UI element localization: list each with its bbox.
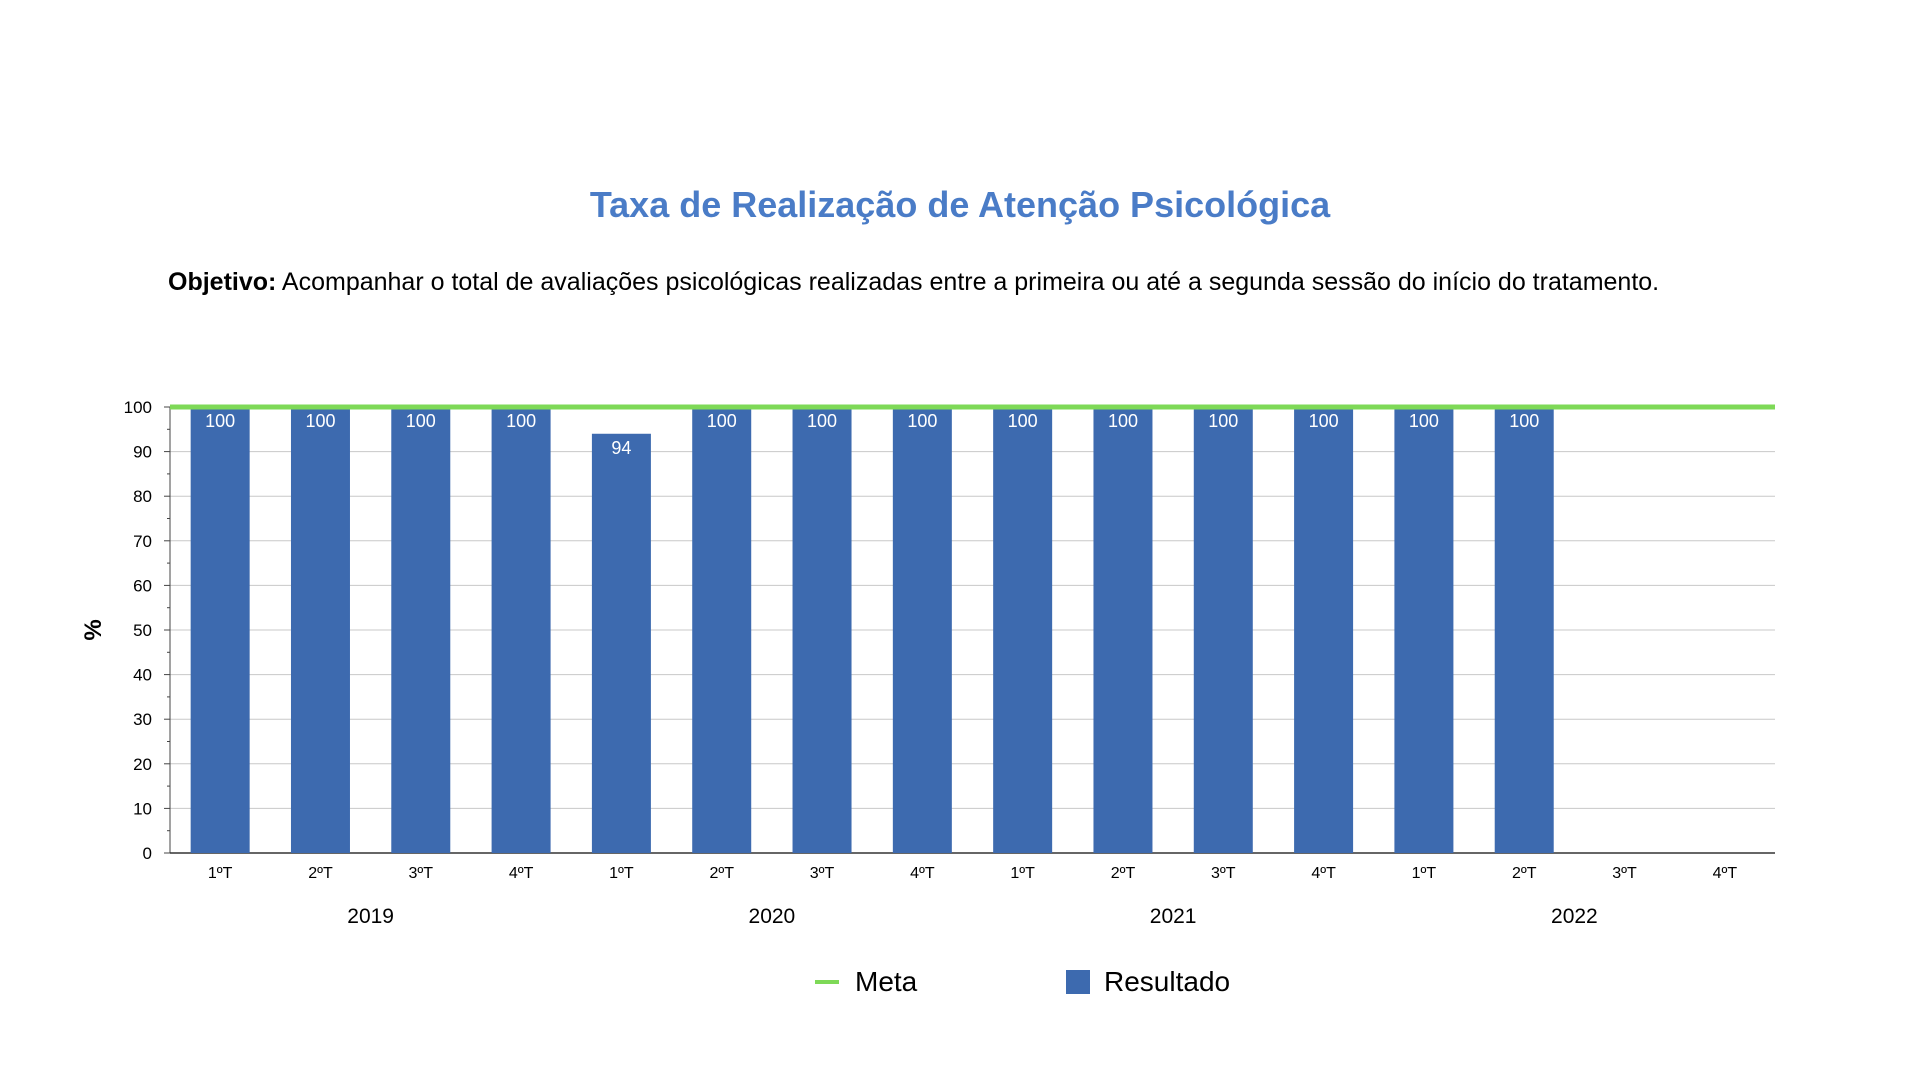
y-tick-label: 20 (133, 755, 152, 774)
legend-meta-label: Meta (855, 966, 918, 997)
x-tick-label: 4ºT (509, 865, 534, 882)
y-tick-label: 70 (133, 532, 152, 551)
y-tick-label: 100 (124, 398, 152, 417)
legend-meta-swatch (815, 980, 839, 984)
x-tick-label: 1ºT (1412, 865, 1437, 882)
bar (1193, 407, 1253, 853)
y-tick-label: 0 (143, 844, 152, 863)
y-tick-label: 60 (133, 576, 152, 595)
y-tick-label: 40 (133, 666, 152, 685)
bar-value-label: 100 (1309, 411, 1339, 431)
y-axis-label: % (80, 619, 107, 640)
year-group-label: 2022 (1551, 905, 1598, 928)
bar-value-label: 100 (1409, 411, 1439, 431)
objective-label: Objetivo: (168, 268, 277, 296)
x-tick-label: 4ºT (1713, 865, 1738, 882)
year-group-label: 2021 (1150, 905, 1197, 928)
x-tick-label: 1ºT (208, 865, 233, 882)
objective-description: Acompanhar o total de avaliações psicoló… (276, 268, 1660, 296)
bar-value-label: 100 (205, 411, 235, 431)
bar-value-label: 100 (707, 411, 737, 431)
x-tick-label: 2ºT (1111, 865, 1136, 882)
bar (1093, 407, 1153, 853)
x-tick-label: 3ºT (409, 865, 434, 882)
x-tick-label: 2ºT (709, 865, 734, 882)
x-tick-label: 3ºT (810, 865, 835, 882)
x-tick-label: 2ºT (308, 865, 333, 882)
bar-value-label: 100 (807, 411, 837, 431)
x-tick-label: 4ºT (1311, 865, 1336, 882)
chart-title: Taxa de Realização de Atenção Psicológic… (589, 184, 1331, 225)
bar-value-label: 100 (1509, 411, 1539, 431)
bar (290, 407, 350, 853)
bar (692, 407, 752, 853)
legend: Meta Resultado (0, 966, 1920, 1006)
bar-value-label: 100 (907, 411, 937, 431)
bar-value-label: 100 (506, 411, 536, 431)
legend-resultado-label: Resultado (1104, 966, 1231, 997)
y-tick-label: 10 (133, 799, 152, 818)
y-tick-label: 50 (133, 621, 152, 640)
x-tick-label: 4ºT (910, 865, 935, 882)
year-group-label: 2019 (347, 905, 394, 928)
x-tick-label: 3ºT (1612, 865, 1637, 882)
bar-value-label: 100 (406, 411, 436, 431)
bar-value-label: 100 (305, 411, 335, 431)
bar-value-label: 100 (1008, 411, 1038, 431)
bar (591, 433, 651, 853)
bar (391, 407, 451, 853)
bar (491, 407, 551, 853)
bar (190, 407, 250, 853)
y-tick-label: 80 (133, 487, 152, 506)
legend-item-resultado: Resultado (1066, 966, 1230, 998)
bar (1494, 407, 1554, 853)
bar (1294, 407, 1354, 853)
bar (892, 407, 952, 853)
x-tick-label: 1ºT (1010, 865, 1035, 882)
bar (993, 407, 1053, 853)
bar (1394, 407, 1454, 853)
bar (792, 407, 852, 853)
x-tick-label: 2ºT (1512, 865, 1537, 882)
legend-resultado-swatch (1066, 970, 1090, 994)
y-tick-label: 90 (133, 443, 152, 462)
bar-value-label: 100 (1108, 411, 1138, 431)
x-tick-label: 3ºT (1211, 865, 1236, 882)
y-tick-label: 30 (133, 710, 152, 729)
objective-text: Objetivo: Acompanhar o total de avaliaçõ… (168, 268, 1659, 297)
year-group-label: 2020 (749, 905, 796, 928)
x-tick-label: 1ºT (609, 865, 634, 882)
legend-item-meta: Meta (815, 966, 917, 998)
bar-value-label: 94 (611, 438, 631, 458)
bar-value-label: 100 (1208, 411, 1238, 431)
